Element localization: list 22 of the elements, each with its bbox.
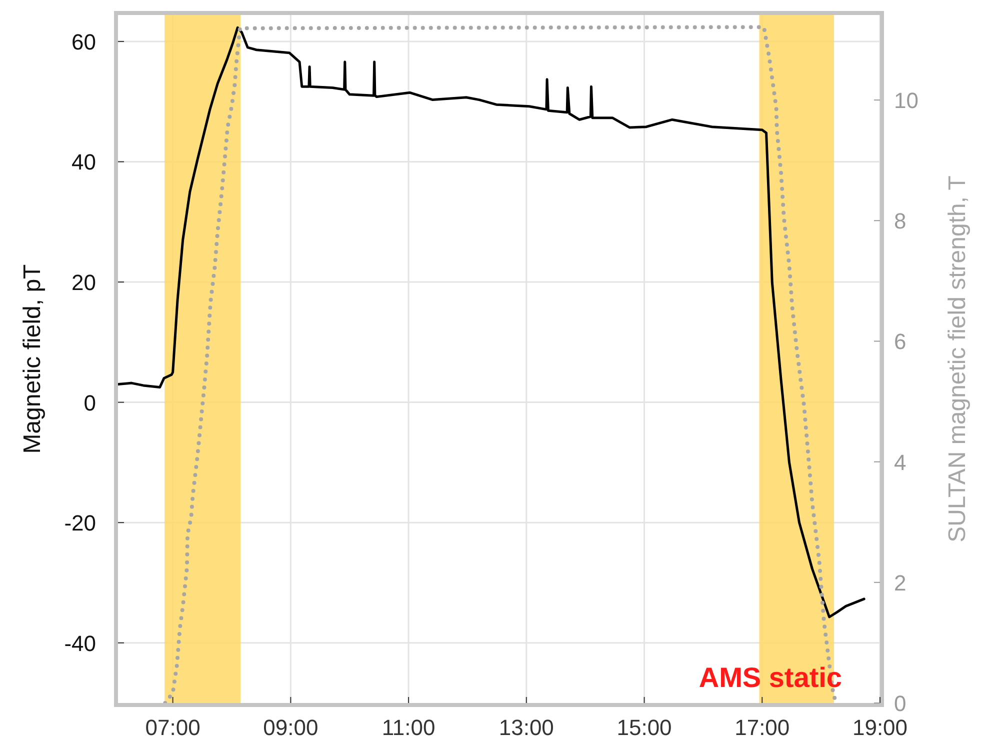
y-axis-title: Magnetic field, pT	[19, 264, 46, 454]
x-tick-label: 07:00	[145, 715, 200, 740]
x-tick-label: 17:00	[734, 715, 790, 740]
y2-tick-label: 0	[894, 691, 906, 716]
x-tick-label: 19:00	[852, 715, 908, 740]
y2-tick-label: 4	[894, 450, 906, 475]
y-tick-label: 60	[72, 29, 96, 54]
y2-tick-label: 2	[894, 570, 906, 596]
y-tick-label: 40	[72, 150, 96, 175]
x-tick-label: 11:00	[382, 715, 436, 740]
y2-tick-label: 6	[894, 329, 906, 354]
x-tick-label: 15:00	[616, 715, 672, 740]
x-tick-label: 09:00	[263, 715, 318, 740]
y2-tick-label: 10	[894, 88, 918, 114]
y2-tick-label: 8	[894, 208, 906, 234]
y-tick-label: -20	[64, 510, 96, 536]
y-tick-label: 20	[72, 270, 96, 296]
y-tick-label: 0	[84, 390, 96, 416]
line-series	[116, 26, 866, 618]
y2-axis-title: SULTAN magnetic field strength, T	[944, 175, 971, 542]
y-tick-label: -40	[64, 630, 96, 656]
x-tick-label: 13:00	[498, 715, 554, 740]
